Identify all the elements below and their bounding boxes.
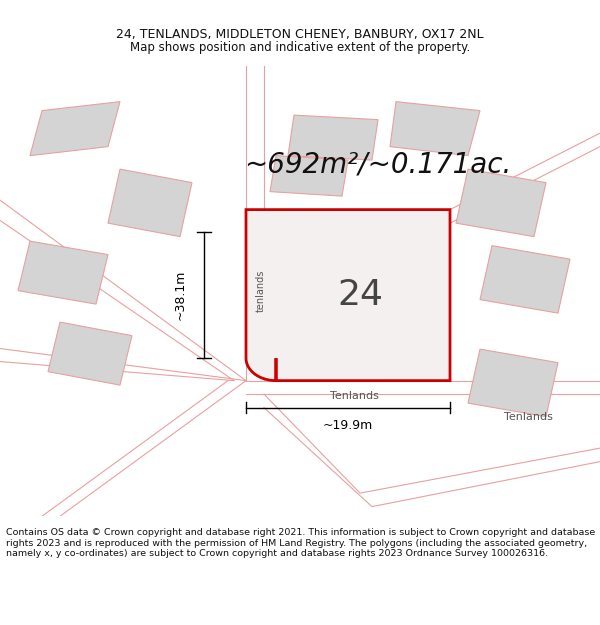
- Polygon shape: [246, 209, 450, 381]
- Polygon shape: [48, 322, 132, 385]
- Text: Tenlands: Tenlands: [329, 391, 379, 401]
- Polygon shape: [108, 169, 192, 237]
- Polygon shape: [480, 246, 570, 313]
- Polygon shape: [288, 115, 378, 160]
- Polygon shape: [18, 241, 108, 304]
- Text: 24: 24: [337, 278, 383, 312]
- Text: Map shows position and indicative extent of the property.: Map shows position and indicative extent…: [130, 41, 470, 54]
- Text: Contains OS data © Crown copyright and database right 2021. This information is : Contains OS data © Crown copyright and d…: [6, 528, 595, 558]
- Text: ~38.1m: ~38.1m: [173, 270, 187, 320]
- Text: Tenlands: Tenlands: [503, 412, 553, 422]
- Polygon shape: [30, 102, 120, 156]
- Text: ~692m²/~0.171ac.: ~692m²/~0.171ac.: [244, 151, 512, 179]
- Polygon shape: [468, 349, 558, 417]
- Text: tenlands: tenlands: [256, 269, 266, 312]
- Polygon shape: [390, 102, 480, 156]
- Text: 24, TENLANDS, MIDDLETON CHENEY, BANBURY, OX17 2NL: 24, TENLANDS, MIDDLETON CHENEY, BANBURY,…: [116, 28, 484, 41]
- Polygon shape: [456, 169, 546, 237]
- Text: ~19.9m: ~19.9m: [323, 419, 373, 432]
- Polygon shape: [270, 156, 348, 196]
